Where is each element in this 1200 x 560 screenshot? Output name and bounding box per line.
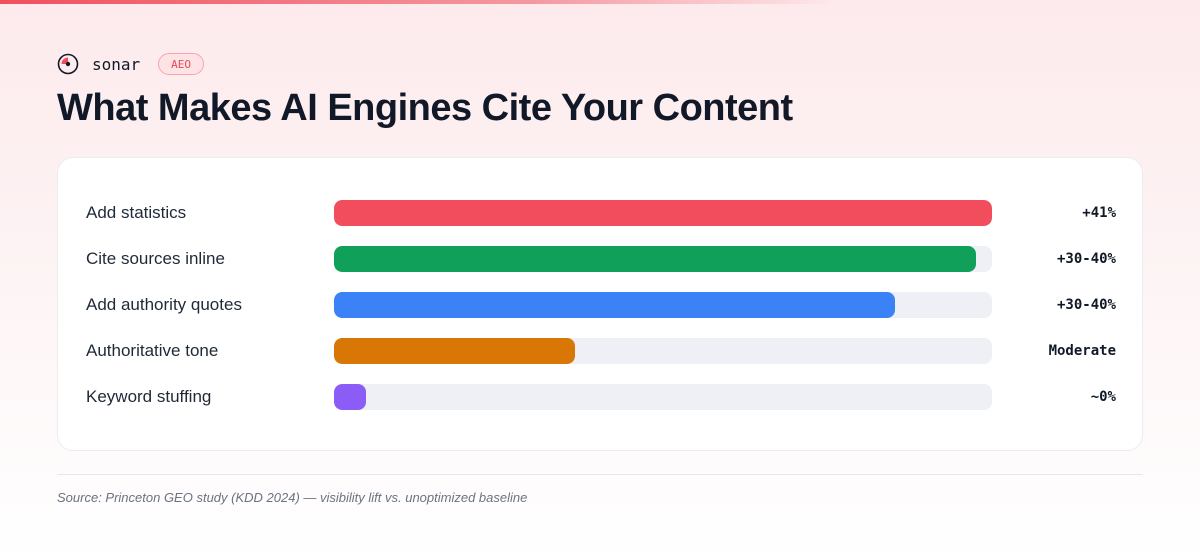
bar-label: Authoritative tone: [86, 341, 219, 360]
top-accent-bar: [0, 0, 1200, 4]
bar-value-label: +41%: [1082, 205, 1116, 221]
bar-row: Authoritative tone Moderate: [58, 338, 1144, 364]
bar-track: [334, 384, 992, 410]
bar-track: [334, 292, 992, 318]
bar: [334, 338, 575, 364]
bar-track: [334, 338, 992, 364]
chart-card: Add statistics +41% Cite sources inline +30…: [57, 157, 1143, 451]
brand-row: sonar AEO: [57, 52, 205, 76]
bar-row: Cite sources inline +30-40%: [58, 246, 1144, 272]
bar-value-label: +30-40%: [1056, 297, 1116, 313]
bar-track: [334, 200, 992, 226]
bar: [334, 246, 976, 272]
bar-value-label: +30-40%: [1056, 251, 1116, 267]
bar-label: Keyword stuffing: [86, 387, 212, 406]
bar-row: Add authority quotes +30-40%: [58, 292, 1144, 318]
bar: [334, 200, 992, 226]
bar-label: Add statistics: [86, 203, 187, 222]
brand-name: sonar: [92, 54, 141, 74]
aeo-badge: AEO: [158, 53, 205, 75]
divider: [57, 474, 1143, 475]
sonar-logo-icon: [57, 53, 79, 75]
bar-label: Cite sources inline: [86, 249, 225, 268]
bar-row: Add statistics +41%: [58, 200, 1144, 226]
bar: [334, 384, 366, 410]
page-title: What Makes AI Engines Cite Your Content: [57, 87, 793, 129]
bar-label: Add authority quotes: [86, 295, 242, 314]
bar: [334, 292, 896, 318]
source-note: Source: Princeton GEO study (KDD 2024) —…: [57, 490, 528, 505]
bar-value-label: ~0%: [1090, 389, 1116, 405]
bar-track: [334, 246, 992, 272]
bar-row: Keyword stuffing ~0%: [58, 384, 1144, 410]
bar-value-label: Moderate: [1048, 343, 1116, 359]
